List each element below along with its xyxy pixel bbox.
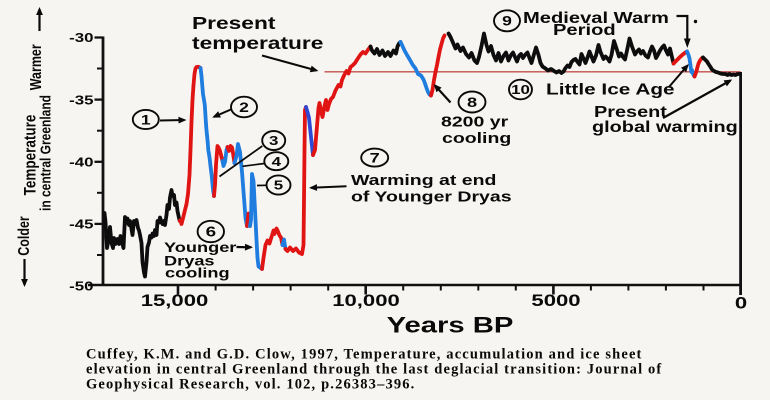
svg-text:0: 0	[735, 294, 747, 313]
svg-text:Warmer: Warmer	[27, 44, 45, 90]
svg-text:temperature: temperature	[192, 34, 323, 53]
svg-text:8: 8	[467, 95, 477, 111]
svg-text:15,000: 15,000	[141, 291, 209, 310]
svg-text:elevation in central Greenland: elevation in central Greenland through t…	[86, 361, 662, 377]
svg-text:Dryas: Dryas	[164, 253, 215, 269]
svg-text:4: 4	[272, 155, 282, 170]
svg-text:Medieval Warm: Medieval Warm	[523, 9, 669, 26]
svg-text:10: 10	[511, 83, 530, 98]
svg-text:3: 3	[269, 134, 278, 149]
svg-text:in central Greenland: in central Greenland	[37, 95, 54, 211]
svg-text:8200 yr: 8200 yr	[441, 113, 508, 130]
svg-text:global warming: global warming	[592, 118, 738, 135]
svg-text:6: 6	[206, 224, 216, 240]
svg-text:-40: -40	[69, 155, 93, 170]
svg-text:-50: -50	[69, 279, 93, 294]
svg-text:Younger: Younger	[164, 240, 237, 256]
svg-text:-30: -30	[69, 31, 93, 46]
svg-text:Years BP: Years BP	[387, 312, 514, 338]
svg-text:Present: Present	[594, 103, 667, 120]
svg-text:Geophysical Research, vol. 102: Geophysical Research, vol. 102, p.26383–…	[86, 376, 415, 392]
svg-text:1: 1	[141, 113, 151, 128]
svg-text:Present: Present	[192, 14, 276, 33]
svg-text:Colder: Colder	[15, 216, 33, 256]
svg-text:of Younger Dryas: of Younger Dryas	[351, 188, 512, 205]
svg-text:2: 2	[239, 101, 249, 116]
svg-text:-45: -45	[69, 217, 93, 232]
svg-text:Period: Period	[553, 21, 616, 38]
svg-text:10,000: 10,000	[332, 291, 400, 310]
svg-text:9: 9	[502, 14, 512, 29]
svg-text:7: 7	[370, 151, 380, 167]
svg-text:-35: -35	[69, 93, 93, 108]
svg-text:Warming at end: Warming at end	[351, 171, 496, 188]
svg-text:cooling: cooling	[165, 265, 230, 281]
svg-text:Little Ice Age: Little Ice Age	[546, 80, 675, 98]
svg-text:Cuffey, K.M. and G.D. Clow, 19: Cuffey, K.M. and G.D. Clow, 1997, Temper…	[86, 346, 643, 362]
svg-text:5000: 5000	[531, 291, 580, 310]
svg-text:Temperature: Temperature	[21, 115, 40, 196]
svg-text:cooling: cooling	[442, 129, 511, 146]
svg-text:5: 5	[274, 178, 283, 193]
